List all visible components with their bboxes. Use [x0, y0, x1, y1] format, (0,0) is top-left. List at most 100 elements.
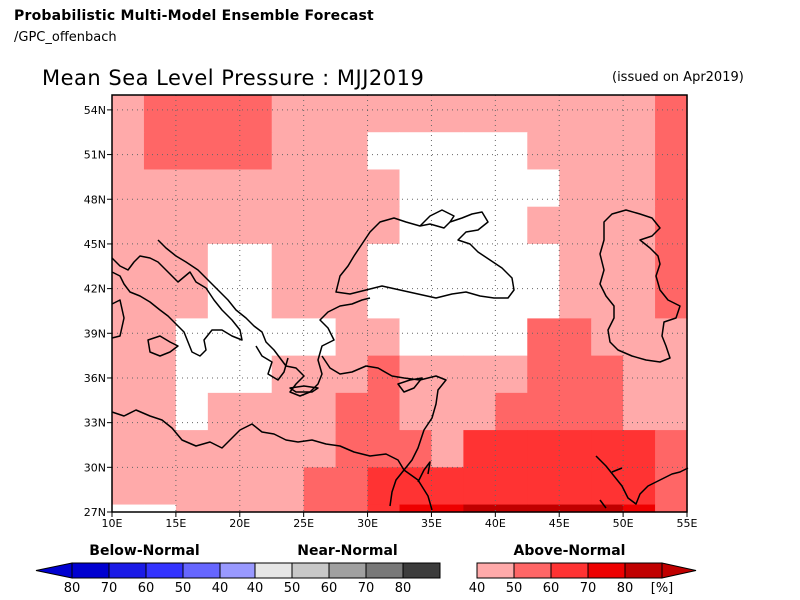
legend-group-title: Above-Normal	[514, 543, 626, 559]
grid-cell	[367, 318, 401, 357]
grid-cell	[239, 243, 273, 282]
grid-cell	[495, 430, 528, 468]
grid-cell	[623, 169, 656, 208]
legend-swatch	[219, 562, 258, 579]
grid-cell	[623, 467, 656, 506]
legend-tick-label: 50	[175, 581, 192, 596]
lat-tick-label: 45N	[84, 238, 106, 251]
grid-cell	[143, 467, 177, 506]
grid-cell	[559, 169, 592, 208]
legend-tick-label: 80	[617, 581, 634, 596]
lon-tick-label: 50E	[613, 517, 634, 530]
grid-cell	[335, 467, 369, 506]
grid-cell	[527, 281, 560, 319]
grid-cell	[431, 132, 464, 171]
grid-cell	[303, 430, 337, 468]
grid-cell	[207, 206, 241, 245]
lat-tick-label: 51N	[84, 149, 106, 162]
grid-cell	[143, 169, 177, 208]
grid-cell	[367, 243, 401, 282]
grid-cell	[112, 169, 145, 208]
grid-cell	[431, 169, 464, 208]
grid-cell	[463, 318, 496, 357]
grid-cell	[399, 206, 433, 245]
grid-cell	[271, 504, 305, 513]
grid-cell	[112, 281, 145, 319]
legend-swatch	[182, 562, 221, 579]
grid-cell	[495, 169, 528, 208]
grid-cell	[175, 318, 209, 357]
grid-cell	[623, 318, 656, 357]
grid-cell	[527, 355, 560, 394]
legend-tick-label: 40	[247, 581, 264, 596]
figure-title: Probabilistic Multi-Model Ensemble Forec…	[14, 8, 374, 24]
grid-cell	[463, 392, 496, 431]
legend-swatch	[624, 562, 663, 579]
coastline-azov	[419, 209, 455, 227]
grid-cell	[143, 206, 177, 245]
coastline-black-sea	[335, 211, 515, 299]
legend-tick-label: 70	[580, 581, 597, 596]
lat-tick-label: 54N	[84, 104, 106, 117]
grid-cell	[112, 504, 145, 513]
legend-tick-label: 40	[469, 581, 486, 596]
grid-cell	[527, 504, 560, 513]
grid-cell	[303, 95, 337, 133]
lon-tick-label: 45E	[549, 517, 570, 530]
grid-cell	[399, 281, 433, 319]
grid-cell	[559, 355, 592, 394]
legend-swatch	[108, 562, 147, 579]
legend-tick-label: 60	[138, 581, 155, 596]
legend-swatch	[254, 562, 293, 579]
grid-cell	[207, 430, 241, 468]
grid-cell	[623, 95, 656, 133]
grid-cell	[175, 132, 209, 171]
grid-cell	[655, 169, 688, 208]
grid-cell	[463, 132, 496, 171]
grid-cell	[112, 206, 145, 245]
legend-tick-label: 60	[543, 581, 560, 596]
legend-tick-label: 80	[395, 581, 412, 596]
legend-swatch	[587, 562, 626, 579]
grid-cell	[143, 392, 177, 431]
grid-cell	[623, 430, 656, 468]
grid-cell	[463, 169, 496, 208]
grid-cell	[239, 206, 273, 245]
grid-cell	[207, 169, 241, 208]
grid-cell	[559, 392, 592, 431]
grid-cell	[591, 430, 624, 468]
grid-cell	[271, 392, 305, 431]
coastline-crete	[289, 385, 319, 393]
grid-cell	[431, 281, 464, 319]
grid-cell	[303, 467, 337, 506]
grid-cell	[239, 318, 273, 357]
lat-tick-label: 33N	[84, 417, 106, 430]
grid-cell	[367, 169, 401, 208]
grid-cell	[463, 281, 496, 319]
coastline-north-africa	[111, 409, 405, 471]
grid-cell	[559, 132, 592, 171]
grid-cell	[399, 318, 433, 357]
grid-cell	[335, 132, 369, 171]
lat-tick-label: 48N	[84, 193, 106, 206]
grid-cell	[399, 169, 433, 208]
grid-cell	[623, 132, 656, 171]
grid-cell	[655, 504, 688, 513]
grid-cell	[591, 504, 624, 513]
coastlines	[111, 209, 689, 511]
coastline-sicily	[147, 335, 179, 357]
grid-cell	[367, 392, 401, 431]
grid-cell	[335, 169, 369, 208]
grid-cell	[559, 430, 592, 468]
grid-cell	[367, 281, 401, 319]
legend-tick-label: 50	[284, 581, 301, 596]
grid-cell	[559, 281, 592, 319]
grid-cell	[495, 281, 528, 319]
grid-cell	[271, 169, 305, 208]
grid-cell	[559, 318, 592, 357]
grid-cell	[527, 169, 560, 208]
legend-arrow-left	[35, 562, 73, 579]
grid-cell	[591, 281, 624, 319]
probability-grid	[112, 95, 688, 513]
grid-cell	[175, 504, 209, 513]
